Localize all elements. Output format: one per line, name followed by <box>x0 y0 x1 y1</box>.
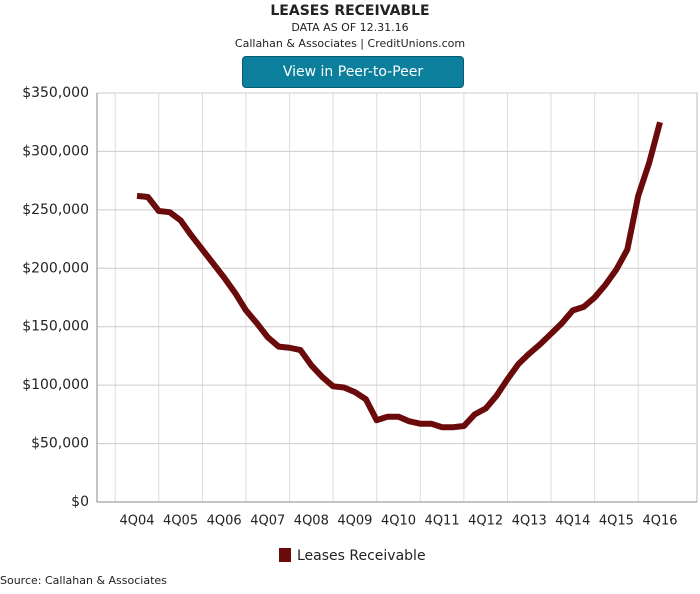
x-tick-label: 4Q05 <box>163 514 198 529</box>
line-series <box>136 121 663 431</box>
x-tick-label: 4Q04 <box>119 514 154 529</box>
x-tick-label: 4Q14 <box>555 514 590 529</box>
x-tick-label: 4Q08 <box>294 514 329 529</box>
y-tick-label: $0 <box>71 494 89 510</box>
x-tick-label: 4Q13 <box>512 514 547 529</box>
chart-subtitle: DATA AS OF 12.31.16 <box>291 21 408 34</box>
x-tick-label: 4Q16 <box>642 514 677 529</box>
x-tick-label: 4Q06 <box>207 514 242 529</box>
peer-button[interactable]: View in Peer-to-Peer <box>242 56 464 88</box>
x-tick-label: 4Q09 <box>337 514 372 529</box>
chart-subtitle: Callahan & Associates | CreditUnions.com <box>235 37 465 50</box>
y-tick-label: $250,000 <box>22 202 89 218</box>
y-tick-label: $50,000 <box>31 436 89 452</box>
x-tick-label: 4Q07 <box>250 514 285 529</box>
legend-swatch <box>279 548 291 562</box>
y-tick-label: $100,000 <box>22 377 89 393</box>
x-tick-label: 4Q10 <box>381 514 416 529</box>
y-tick-label: $300,000 <box>22 143 89 159</box>
y-tick-label: $350,000 <box>22 85 89 101</box>
x-tick-label: 4Q12 <box>468 514 503 529</box>
plot-area <box>96 92 698 503</box>
x-tick-label: 4Q11 <box>425 514 460 529</box>
legend-label: Leases Receivable <box>297 548 426 564</box>
y-tick-label: $150,000 <box>22 319 89 335</box>
chart-title: LEASES RECEIVABLE <box>270 3 429 19</box>
y-tick-label: $200,000 <box>22 260 89 276</box>
x-tick-label: 4Q15 <box>599 514 634 529</box>
source: Source: Callahan & Associates <box>0 574 167 587</box>
